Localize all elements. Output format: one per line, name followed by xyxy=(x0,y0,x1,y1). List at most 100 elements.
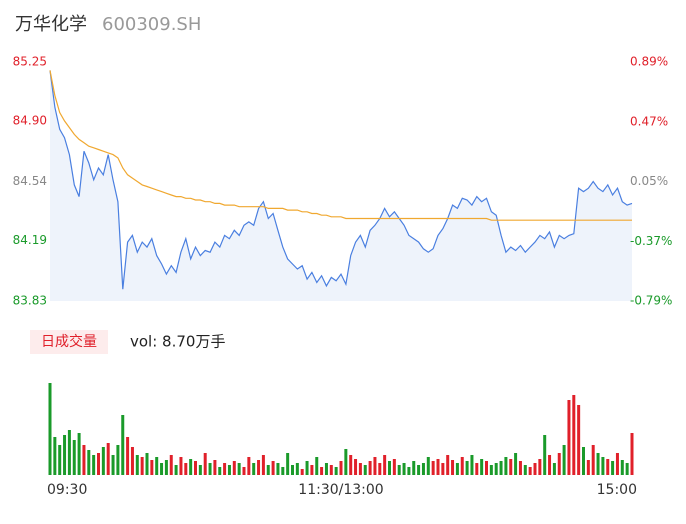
volume-bar xyxy=(383,455,387,475)
volume-bar xyxy=(504,457,508,475)
volume-bar xyxy=(237,463,241,475)
volume-bar xyxy=(533,463,537,475)
volume-bar xyxy=(358,463,362,475)
volume-bar xyxy=(557,453,561,475)
volume-bar xyxy=(436,459,440,475)
x-tick-label: 09:30 xyxy=(47,482,87,498)
volume-bar xyxy=(334,467,338,475)
volume-bar xyxy=(295,463,299,475)
volume-bar xyxy=(494,463,498,475)
volume-bar xyxy=(509,459,513,475)
volume-bar xyxy=(227,465,231,475)
volume-bar xyxy=(392,459,396,475)
volume-bar xyxy=(615,453,619,475)
volume-bar xyxy=(92,455,96,475)
volume-bar xyxy=(155,457,159,475)
volume-bar xyxy=(562,445,566,475)
volume-bar xyxy=(378,463,382,475)
volume-bar xyxy=(329,465,333,475)
volume-bar xyxy=(480,459,484,475)
volume-bar xyxy=(67,430,71,475)
volume-bar xyxy=(368,461,372,475)
volume-bar xyxy=(291,465,294,475)
volume-bar xyxy=(354,459,358,475)
volume-bar xyxy=(324,463,328,475)
y-tick-label: 84.19 xyxy=(13,233,47,247)
volume-bar xyxy=(164,460,168,475)
volume-bar xyxy=(198,465,202,475)
volume-bar xyxy=(261,455,265,475)
volume-bar xyxy=(455,463,459,475)
volume-bar xyxy=(349,455,353,475)
volume-bar xyxy=(620,460,624,475)
volume-bar xyxy=(77,433,81,475)
volume-bar xyxy=(232,461,236,475)
volume-bar xyxy=(407,467,411,475)
volume-bar xyxy=(276,463,280,475)
volume-bar xyxy=(82,445,86,475)
volume-bar xyxy=(169,455,173,475)
volume-bar xyxy=(548,455,552,475)
price-area xyxy=(50,70,632,302)
volume-total: vol: 8.70万手 xyxy=(130,333,225,351)
volume-bar xyxy=(339,461,343,475)
volume-bar xyxy=(126,437,130,475)
volume-bar xyxy=(286,453,290,475)
volume-bar xyxy=(402,463,406,475)
volume-bar xyxy=(252,463,256,475)
volume-bar xyxy=(499,461,503,475)
volume-bar xyxy=(577,405,581,475)
volume-bar xyxy=(591,445,595,475)
volume-bar xyxy=(257,460,261,475)
volume-bar xyxy=(116,445,120,475)
volume-bar xyxy=(145,453,149,475)
volume-bar xyxy=(397,465,401,475)
volume-bar xyxy=(247,457,251,475)
volume-bar xyxy=(194,461,197,475)
volume-bar xyxy=(63,435,67,475)
volume-bar xyxy=(121,415,125,475)
volume-bar xyxy=(179,457,183,475)
y-tick-label: 83.83 xyxy=(13,294,47,308)
price-line xyxy=(49,70,633,290)
volume-bar xyxy=(489,465,493,475)
volume-bar xyxy=(446,455,450,475)
volume-bar xyxy=(242,467,246,475)
volume-bar xyxy=(72,440,76,475)
volume-bar xyxy=(97,453,100,475)
y-tick-label: 84.90 xyxy=(13,113,47,127)
volume-bar xyxy=(373,457,377,475)
volume-bar xyxy=(465,461,469,475)
stock-name: 万华化学 xyxy=(15,14,87,35)
volume-bar xyxy=(543,435,547,475)
volume-bar xyxy=(567,400,571,475)
y2-tick-label: 0.05% xyxy=(630,174,668,188)
volume-bar xyxy=(315,457,319,475)
y2-tick-label: -0.37% xyxy=(630,234,672,248)
volume-bar xyxy=(475,463,479,475)
volume-bar xyxy=(518,461,522,475)
y-tick-label: 85.25 xyxy=(13,55,47,69)
volume-bar xyxy=(111,455,115,475)
volume-bar xyxy=(218,467,222,475)
y2-tick-label: 0.89% xyxy=(630,55,668,69)
x-tick-label: 11:30/13:00 xyxy=(298,482,383,498)
volume-bar xyxy=(412,461,416,475)
y2-tick-label: -0.79% xyxy=(630,294,672,308)
volume-bar xyxy=(203,453,207,475)
stock-code: 600309.SH xyxy=(102,14,201,35)
y-tick-label: 84.54 xyxy=(13,174,47,188)
volume-bar xyxy=(523,465,527,475)
volume-bar xyxy=(451,460,455,475)
volume-bar xyxy=(208,463,212,475)
volume-bar xyxy=(87,450,91,475)
volume-bar xyxy=(300,469,304,475)
volume-bar xyxy=(213,460,217,475)
volume-bar xyxy=(421,463,425,475)
volume-bar xyxy=(625,463,629,475)
volume-bar xyxy=(388,461,391,475)
average-line xyxy=(49,70,632,221)
volume-bar xyxy=(106,443,110,475)
volume-bar xyxy=(606,459,610,475)
